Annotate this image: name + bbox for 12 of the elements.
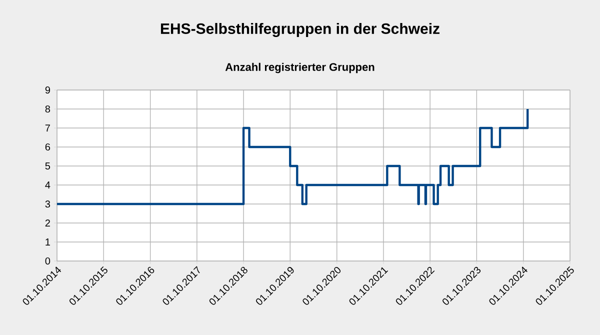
y-tick-label: 6 xyxy=(45,143,50,151)
y-tick-label: 7 xyxy=(45,124,50,132)
chart-subtitle: Anzahl registrierter Gruppen xyxy=(225,62,374,74)
y-tick-label: 4 xyxy=(45,182,50,188)
y-tick-label: 9 xyxy=(45,86,50,94)
y-tick-label: 2 xyxy=(45,220,50,226)
y-tick-label: 8 xyxy=(45,105,50,113)
y-tick-label: 3 xyxy=(45,200,50,208)
chart-title: EHS-Selbsthilfegruppen in der Schweiz xyxy=(160,22,440,38)
y-tick-label: 0 xyxy=(45,257,50,265)
y-tick-label: 1 xyxy=(46,238,50,246)
y-tick-label: 5 xyxy=(45,162,50,170)
